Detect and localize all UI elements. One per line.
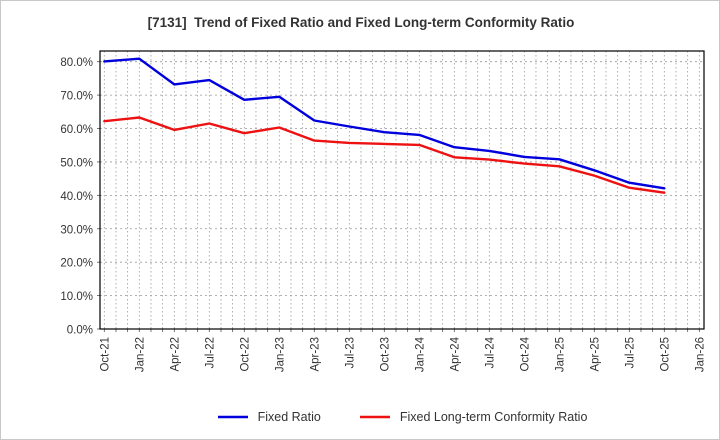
- x-tick-label: Oct-21: [99, 337, 111, 372]
- x-tick-label: Oct-22: [239, 337, 251, 372]
- y-tick-label: 30.0%: [60, 224, 93, 236]
- legend: Fixed Ratio Fixed Long-term Conformity R…: [100, 404, 704, 430]
- x-tick-label: Oct-24: [519, 336, 531, 371]
- x-tick-label: Jan-25: [554, 337, 566, 372]
- x-tick-label: Oct-25: [659, 337, 671, 372]
- legend-label-fixed-ratio: Fixed Ratio: [257, 410, 321, 424]
- legend-item-fixed-ratio: Fixed Ratio: [217, 410, 321, 424]
- chart-title: [7131] Trend of Fixed Ratio and Fixed Lo…: [147, 15, 575, 30]
- x-tick-label: Jan-24: [414, 336, 426, 372]
- x-tick-label: Jan-23: [274, 337, 286, 372]
- y-tick-label: 10.0%: [60, 291, 93, 303]
- x-tick-label: Jan-22: [134, 337, 146, 372]
- x-tick-label: Apr-22: [169, 337, 181, 372]
- y-tick-label: 60.0%: [60, 124, 93, 136]
- y-tick-label: 20.0%: [60, 258, 93, 270]
- x-tick-label: Jul-25: [624, 337, 636, 368]
- x-tick-label: Oct-23: [379, 337, 391, 372]
- y-tick-label: 70.0%: [60, 91, 93, 103]
- series-line-fixed-ratio: [103, 57, 666, 190]
- y-tick-label: 50.0%: [60, 157, 93, 169]
- series-line-fixed-lt-conformity-ratio: [103, 116, 666, 194]
- legend-swatch-fixed-ratio-icon: [217, 415, 248, 419]
- x-tick-label: Apr-23: [309, 337, 321, 372]
- y-tick-label: 40.0%: [60, 191, 93, 203]
- x-tick-label: Apr-24: [449, 336, 461, 371]
- plot-border: [99, 50, 705, 330]
- y-tick-label: 80.0%: [60, 57, 93, 69]
- x-tick-label: Jul-23: [344, 337, 356, 368]
- x-tick-label: Jul-24: [484, 336, 496, 368]
- legend-item-fixed-lt-conformity-ratio: Fixed Long-term Conformity Ratio: [359, 410, 588, 424]
- x-tick-label: Jul-22: [204, 337, 216, 368]
- x-tick-label: Jan-26: [694, 337, 706, 372]
- legend-swatch-fixed-lt-conformity-ratio-icon: [359, 415, 390, 419]
- x-tick-label: Apr-25: [589, 337, 601, 372]
- y-tick-label: 0.0%: [67, 325, 93, 337]
- legend-label-fixed-lt-conformity-ratio: Fixed Long-term Conformity Ratio: [399, 410, 588, 424]
